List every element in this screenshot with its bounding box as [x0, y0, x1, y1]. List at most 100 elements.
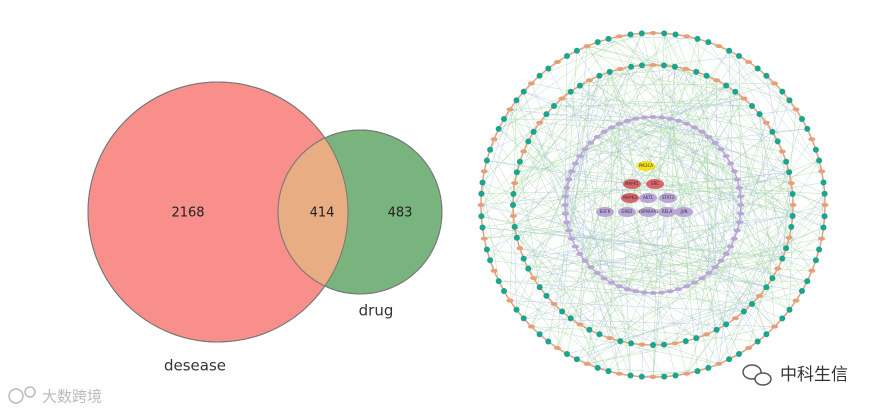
node	[587, 265, 595, 270]
node	[754, 338, 761, 345]
node	[675, 287, 682, 292]
node	[530, 276, 538, 281]
node	[567, 88, 574, 95]
overlap-count: 414	[310, 206, 335, 221]
node	[705, 39, 712, 46]
node	[762, 120, 770, 125]
node	[525, 265, 532, 272]
watermark-right: 中科生信	[742, 364, 848, 386]
node	[581, 147, 589, 152]
node	[479, 179, 486, 186]
hub-label: HSP90AA1	[637, 209, 659, 214]
node	[736, 351, 742, 357]
node	[553, 60, 561, 64]
node	[785, 235, 793, 240]
hub-label: SRC	[651, 181, 659, 186]
node	[722, 154, 730, 159]
node	[763, 72, 770, 79]
node	[783, 245, 790, 252]
hub-label: RELA	[662, 209, 673, 214]
node	[745, 346, 753, 350]
node	[788, 223, 795, 230]
node	[799, 116, 805, 122]
node	[616, 66, 624, 71]
node	[821, 190, 828, 197]
node	[693, 68, 700, 75]
node	[483, 246, 490, 253]
node	[733, 228, 741, 233]
node	[593, 135, 601, 139]
watermark-text: 中科生信	[780, 365, 848, 385]
node	[605, 35, 612, 42]
node	[495, 278, 502, 285]
hub-node	[646, 179, 664, 189]
node	[550, 302, 558, 306]
node	[525, 138, 532, 145]
node	[624, 287, 631, 292]
node	[698, 276, 706, 281]
node	[711, 140, 719, 145]
watermark-text: 大数跨境	[42, 388, 102, 406]
drug-label: drug	[359, 302, 394, 320]
node	[536, 72, 543, 79]
desease-label: desease	[164, 357, 226, 375]
node	[675, 118, 682, 123]
node	[638, 373, 645, 380]
node	[799, 288, 805, 294]
node	[715, 44, 723, 49]
node	[480, 169, 488, 174]
node	[511, 223, 518, 230]
node	[683, 371, 691, 376]
node	[727, 244, 735, 249]
desease-count: 2168	[171, 206, 204, 221]
node	[564, 53, 570, 59]
node	[490, 268, 498, 273]
node	[561, 194, 569, 199]
network-diagram: PIK3CA MAPK1 SRC MAPK3 AKT1 STAT3 EGFR GRB2 HSP9…	[477, 30, 829, 380]
node	[698, 129, 706, 134]
node	[513, 306, 520, 313]
node	[509, 214, 517, 218]
node	[543, 111, 550, 118]
node	[779, 255, 786, 262]
node	[693, 335, 700, 342]
node	[581, 258, 589, 263]
node	[666, 289, 674, 294]
node	[727, 161, 735, 166]
node	[596, 72, 603, 79]
node	[553, 346, 561, 350]
node	[561, 203, 569, 207]
node	[593, 271, 601, 275]
node	[576, 154, 584, 159]
node	[717, 258, 725, 263]
node	[820, 179, 827, 186]
node	[769, 275, 776, 282]
node	[731, 316, 739, 321]
watermark-icon	[8, 388, 24, 404]
node	[510, 202, 516, 208]
node	[812, 146, 819, 153]
node	[705, 135, 713, 139]
node	[808, 137, 816, 142]
node	[558, 96, 566, 101]
node	[649, 291, 657, 295]
node	[745, 60, 753, 64]
venn-diagram: 2168 414 483 drug desease	[87, 81, 443, 375]
node	[563, 220, 571, 225]
node	[576, 251, 584, 256]
node	[661, 30, 668, 37]
node	[561, 211, 569, 216]
node	[754, 65, 761, 72]
node	[649, 375, 657, 379]
node	[682, 338, 689, 345]
node	[723, 321, 730, 328]
node	[536, 331, 543, 338]
node	[628, 340, 635, 347]
node	[649, 31, 657, 35]
node	[640, 115, 648, 120]
node	[786, 97, 793, 104]
node	[478, 213, 485, 220]
node	[527, 324, 535, 329]
node	[789, 191, 796, 197]
node	[672, 372, 679, 379]
